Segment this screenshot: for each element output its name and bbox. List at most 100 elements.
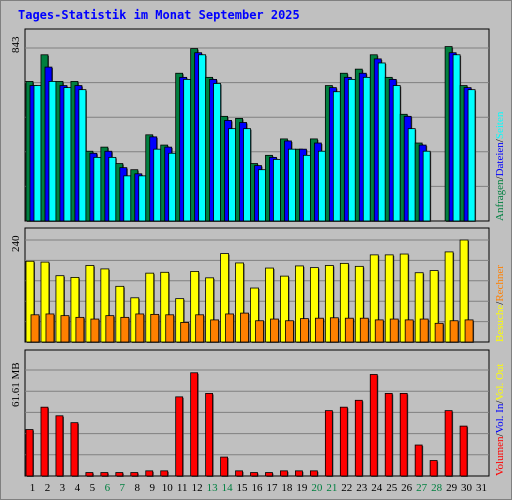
day-label: 21 [326,482,338,494]
bar-visits-besuche-day-13 [205,277,215,343]
bar-visits-rechner-day-18 [285,320,294,343]
bar-visits-rechner-day-27 [419,318,429,343]
bar-volume-volumen-day-4 [70,422,79,477]
bar-visits-besuche-day-21 [324,265,334,343]
bar-visits-rechner-day-28 [434,322,444,343]
legend-entry-0: Anfragen [494,179,506,221]
bar-visits-besuche-day-2 [40,261,50,343]
day-label: 15 [236,482,248,494]
bar-hits-seiten-day-29 [452,54,461,222]
bar-visits-rechner-day-30 [464,319,474,343]
day-label: 20 [311,482,323,494]
bar-volume-volumen-day-9 [145,470,154,477]
bar-hits-seiten-day-1 [33,85,42,222]
bar-volume-volumen-day-14 [220,456,228,477]
day-label: 13 [206,482,218,494]
bar-hits-seiten-day-21 [332,91,341,222]
bar-hits-seiten-day-18 [288,148,296,222]
legend-entry-3: / [494,139,506,143]
bar-hits-seiten-day-7 [123,175,132,222]
day-label: 16 [251,482,263,494]
bar-visits-besuche-day-25 [384,254,394,343]
bar-visits-rechner-day-23 [359,317,369,343]
bar-volume-volumen-day-7 [115,472,124,477]
bar-volume-volumen-day-17 [265,472,273,477]
legend-entry-4: Seiten [494,111,506,140]
bar-visits-besuche-day-24 [369,254,379,343]
bar-visits-rechner-day-17 [270,318,279,343]
bar-visits-besuche-day-4 [70,276,80,343]
bar-visits-besuche-day-30 [459,239,469,343]
bar-hits-seiten-day-16 [258,169,266,222]
bar-visits-besuche-day-1 [25,260,35,343]
day-label: 9 [149,482,155,494]
legend-entry-2: Vol. In [494,403,506,434]
bar-volume-volumen-day-28 [429,460,438,477]
bar-visits-rechner-day-21 [329,317,339,343]
bar-volume-volumen-day-18 [280,470,288,477]
bar-volume-volumen-day-3 [55,415,64,477]
bar-volume-volumen-day-23 [354,399,363,477]
bar-visits-besuche-day-9 [145,272,155,343]
bar-visits-rechner-day-7 [120,316,130,343]
bar-visits-besuche-day-16 [250,287,259,343]
bar-visits-rechner-day-24 [374,319,384,343]
bar-hits-seiten-day-25 [392,85,401,222]
day-label: 23 [356,482,368,494]
bar-hits-seiten-day-9 [153,148,162,222]
bar-visits-rechner-day-16 [255,320,264,343]
bar-visits-rechner-day-13 [210,319,220,343]
bar-visits-besuche-day-17 [265,267,274,343]
bar-hits-seiten-day-11 [183,78,192,222]
bar-visits-rechner-day-14 [225,313,234,343]
day-label: 11 [176,482,188,494]
legend-entry-2: Dateien [494,142,506,177]
bar-visits-besuche-day-5 [85,265,95,343]
legend-entry-4: Vol. Out [494,363,506,401]
bar-volume-volumen-day-25 [384,393,393,477]
bar-hits-seiten-day-30 [467,89,476,222]
bar-visits-rechner-day-20 [314,317,324,343]
bar-hits-seiten-day-2 [48,81,57,222]
bar-visits-rechner-day-15 [240,312,249,343]
day-label: 12 [191,482,203,494]
panel-volume-legend: Volumen/Vol. In/Vol. Out [494,364,506,477]
bar-visits-besuche-day-28 [429,270,439,343]
bar-visits-besuche-day-15 [235,262,244,343]
day-label: 2 [44,482,51,494]
bar-hits-seiten-day-19 [303,154,311,222]
bar-volume-volumen-day-6 [100,472,109,477]
legend-entry-3: / [494,400,506,404]
bar-volume-volumen-day-2 [40,406,49,477]
bar-volume-volumen-day-13 [205,393,214,477]
bar-visits-besuche-day-19 [295,265,304,343]
legend-entry-1: / [494,176,506,180]
day-label: 10 [161,482,173,494]
panel-hits-legend: Anfragen/Dateien/Seiten [494,112,506,221]
day-label: 5 [89,482,96,494]
bar-hits-seiten-day-12 [198,54,207,222]
legend-entry-1: / [494,433,506,437]
bar-visits-besuche-day-6 [100,268,110,343]
bar-volume-volumen-day-20 [309,470,318,477]
bar-hits-seiten-day-26 [407,128,416,222]
bar-volume-volumen-day-16 [250,472,258,477]
bar-volume-volumen-day-26 [399,393,408,477]
bar-visits-rechner-day-5 [90,318,100,343]
bar-visits-rechner-day-25 [389,318,399,343]
bar-volume-volumen-day-21 [324,410,333,477]
chart-title: Tages-Statistik im Monat September 2025 [18,8,300,22]
bar-volume-volumen-day-15 [235,470,243,477]
bar-visits-besuche-day-29 [444,251,454,343]
bar-visits-besuche-day-18 [280,275,289,343]
day-label: 22 [341,482,353,494]
panel-hits-ymax-label: 843 [10,36,22,53]
bar-volume-volumen-day-5 [85,472,94,477]
bar-hits-seiten-day-5 [93,156,102,222]
bar-visits-rechner-day-4 [75,316,85,343]
bar-visits-rechner-day-19 [300,318,309,343]
legend-entry-0: Besuche [494,304,506,342]
bar-visits-rechner-day-26 [404,319,414,343]
day-label: 28 [431,482,443,494]
bar-visits-besuche-day-14 [220,253,229,343]
